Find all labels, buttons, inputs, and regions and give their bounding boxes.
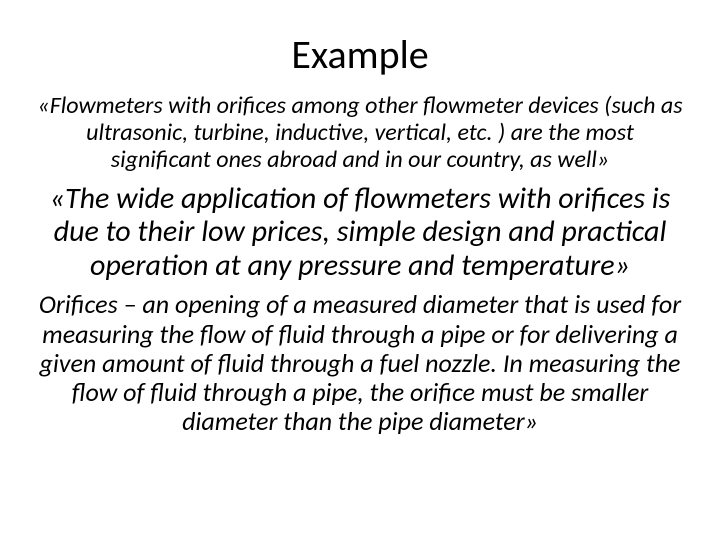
paragraph-3: Orifices – an opening of a measured diam… — [32, 290, 688, 436]
slide-title: Example — [32, 30, 688, 79]
slide: Example «Flowmeters with orifices among … — [0, 0, 720, 540]
paragraph-1: «Flowmeters with orifices among other fl… — [32, 93, 688, 174]
paragraph-2: «The wide application of flowmeters with… — [32, 182, 688, 283]
